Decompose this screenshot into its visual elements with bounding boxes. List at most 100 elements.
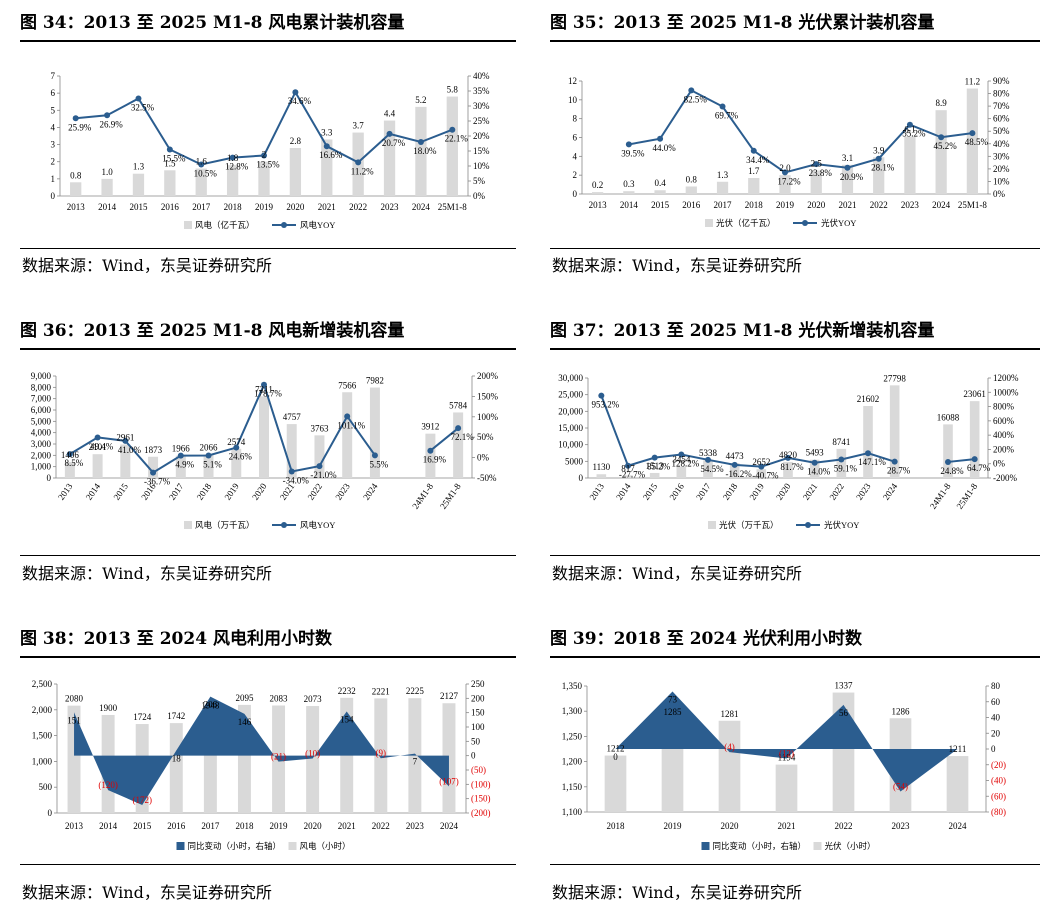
yoy-point — [750, 147, 757, 154]
title-rule — [550, 656, 1040, 658]
right-tick-label: 0% — [473, 191, 486, 201]
bar — [756, 469, 767, 478]
category-label: 2016 — [667, 481, 686, 502]
bar — [748, 177, 760, 194]
yoy-value-label: 34.4% — [746, 155, 770, 165]
bar-value-label: 2.0 — [779, 163, 791, 173]
yoy-value-label: 49.4% — [90, 441, 114, 451]
left-tick-label: 1,500 — [32, 731, 53, 741]
yoy-point — [205, 452, 212, 459]
legend-label-bar: 风电（小时） — [300, 841, 351, 851]
right-tick-label: 80 — [991, 681, 1001, 691]
category-label: 2015 — [111, 481, 130, 502]
category-label: 2023 — [854, 481, 873, 502]
change-value-label: 0 — [613, 752, 618, 762]
left-tick-label: 1,200 — [562, 757, 583, 767]
yoy-point — [844, 164, 851, 171]
yoy-point — [386, 130, 393, 137]
bar-value-label: 6.1 — [904, 125, 915, 135]
yoy-point — [865, 450, 871, 457]
right-tick-label: 0 — [471, 751, 476, 761]
yoy-value-label: 28.1% — [871, 163, 895, 173]
bar-value-label: 2083 — [270, 694, 289, 704]
yoy-value-label: 28.7% — [887, 466, 911, 476]
yoy-value-label: 32.5% — [131, 103, 155, 113]
left-tick-label: 4 — [573, 151, 578, 161]
left-tick-label: 0 — [51, 191, 56, 201]
right-tick-label: 0% — [993, 189, 1006, 199]
right-tick-label: 40 — [991, 713, 1001, 723]
change-value-label: (4) — [724, 742, 735, 752]
right-tick-label: 10% — [993, 176, 1010, 186]
bar-value-label: 27798 — [883, 373, 906, 383]
bar — [258, 161, 270, 196]
left-tick-label: 5,000 — [31, 416, 52, 426]
right-tick-label: 25% — [473, 116, 490, 126]
bar-value-label: 2.8 — [290, 136, 302, 146]
bar — [810, 170, 822, 194]
bar-value-label: 2073 — [304, 694, 323, 704]
category-label: 2021 — [778, 821, 796, 831]
chart-title: 图 35：2013 至 2025 M1-8 光伏累计装机容量 — [550, 13, 935, 33]
bar — [966, 88, 979, 194]
yoy-value-label: 54.5% — [700, 464, 724, 474]
bar-value-label: 8.9 — [936, 98, 948, 108]
bar-value-label: 5338 — [699, 448, 718, 458]
legend-label-yoy: 风电YOY — [300, 220, 335, 230]
legend-label-yoy: 光伏YOY — [824, 520, 859, 530]
yoy-point — [906, 121, 913, 128]
legend-label-yoy: 光伏YOY — [821, 218, 856, 228]
category-label: 2024 — [949, 821, 968, 831]
change-value-label: (10) — [305, 749, 320, 759]
category-label: 25M1-8 — [958, 200, 987, 210]
bar — [873, 157, 885, 194]
bar-value-label: 2961 — [116, 432, 134, 442]
yoy-value-label: 5.5% — [370, 459, 389, 469]
bar-value-label: 3912 — [421, 422, 439, 432]
right-tick-label: 100 — [471, 722, 485, 732]
source-note: 数据来源：Wind，东吴证券研究所 — [552, 883, 802, 902]
yoy-point — [166, 146, 173, 153]
bar-value-label: 21602 — [857, 394, 880, 404]
yoy-value-label: 10.5% — [194, 169, 218, 179]
bar-value-label: 23061 — [963, 389, 986, 399]
yoy-point — [323, 143, 330, 150]
yoy-value-label: 147.1% — [858, 457, 886, 467]
bar — [596, 474, 607, 478]
change-value-label: (120) — [98, 780, 118, 790]
yoy-point — [104, 112, 111, 119]
legend-swatch-bar — [184, 221, 192, 229]
category-label: 2013 — [65, 821, 84, 831]
bar-value-label: 4820 — [779, 450, 798, 460]
bar — [306, 706, 320, 813]
yoy-point — [135, 95, 142, 102]
category-label: 2022 — [835, 821, 853, 831]
yoy-value-label: 45.2% — [934, 141, 958, 151]
left-tick-label: 1,250 — [562, 731, 583, 741]
chart-title: 图 36：2013 至 2025 M1-8 风电新增装机容量 — [20, 321, 405, 341]
yoy-line — [600, 395, 975, 468]
yoy-point — [625, 141, 632, 148]
left-tick-label: 6 — [51, 88, 56, 98]
yoy-value-label: -40.7% — [752, 471, 779, 481]
bar-value-label: 2101 — [89, 442, 107, 452]
bar-value-label: 1285 — [664, 707, 683, 717]
legend-label-change: 同比变动（小时，右轴） — [713, 841, 807, 851]
yoy-point — [288, 468, 295, 475]
yoy-point — [427, 447, 434, 454]
right-tick-label: 100% — [477, 412, 499, 422]
bar-value-label: 1211 — [949, 744, 967, 754]
bar-value-label: 2095 — [235, 693, 254, 703]
title-rule — [20, 348, 516, 350]
yoy-point — [177, 452, 184, 459]
category-label: 25M1-8 — [954, 481, 979, 511]
right-tick-label: 15% — [473, 146, 490, 156]
bar-value-label: 4757 — [283, 412, 302, 422]
source-rule — [20, 864, 516, 865]
left-tick-label: 3 — [51, 140, 56, 150]
yoy-value-label: 34.6% — [288, 96, 312, 106]
chart-fig39: 1,100 1,150 1,200 1,250 1,300 1,350 (80) (60) (4… — [562, 681, 1006, 851]
yoy-value-label: 101.1% — [337, 420, 365, 430]
left-tick-label: 4,000 — [31, 428, 52, 438]
yoy-value-label: 953.2% — [591, 400, 619, 410]
